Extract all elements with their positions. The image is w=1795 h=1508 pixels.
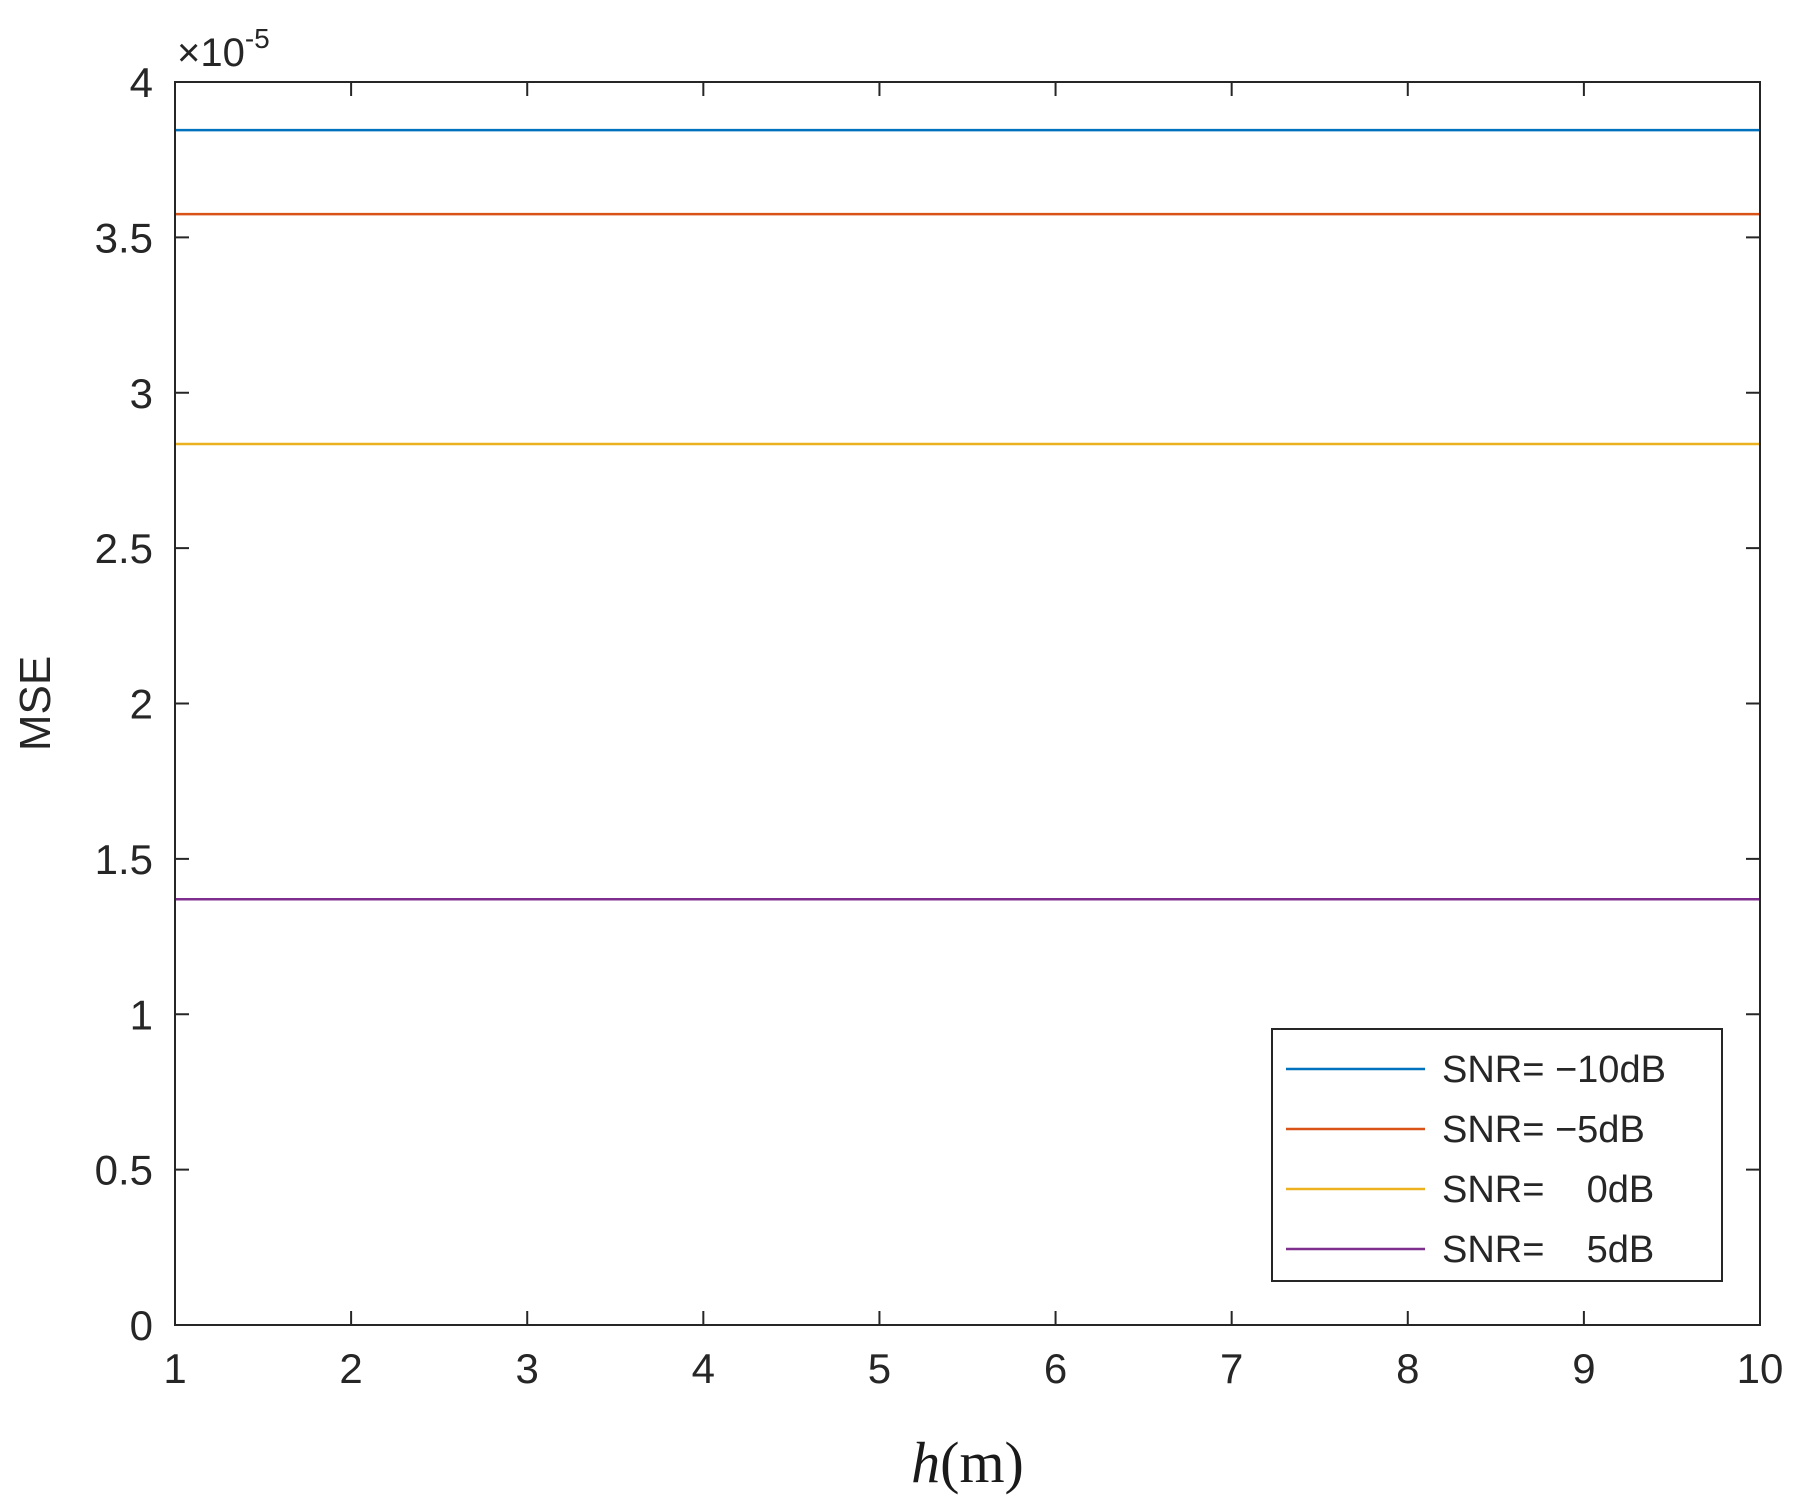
legend: SNR= −10dB SNR= −5dB SNR= 0dB SNR= 5dB (1271, 1028, 1723, 1282)
x-tick-label: 7 (1220, 1345, 1243, 1392)
x-tick-label: 10 (1737, 1345, 1784, 1392)
x-axis-title: h(m) (911, 1430, 1024, 1495)
tick-layer: 1 2 3 4 5 6 7 8 9 10 0 0.5 1 1.5 2 2.5 3 3.5 4 (95, 59, 1784, 1392)
x-axis-variable: h (911, 1430, 940, 1495)
x-tick-label: 5 (868, 1345, 891, 1392)
x-tick-label: 3 (516, 1345, 539, 1392)
legend-label-0: SNR= −10dB (1442, 1049, 1666, 1091)
y-axis-exponent: ×10-5 (177, 23, 270, 75)
y-exponent-power: -5 (245, 23, 270, 54)
legend-box (1271, 1028, 1723, 1282)
y-tick-label: 3.5 (95, 214, 153, 261)
y-tick-label: 1 (130, 991, 153, 1038)
y-tick-label: 2.5 (95, 525, 153, 572)
x-tick-label: 8 (1396, 1345, 1419, 1392)
y-tick-label: 4 (130, 59, 153, 106)
x-tick-label: 1 (163, 1345, 186, 1392)
y-tick-label: 0 (130, 1302, 153, 1349)
series-layer (175, 128, 1760, 901)
x-tick-label: 6 (1044, 1345, 1067, 1392)
x-tick-label: 9 (1572, 1345, 1595, 1392)
y-axis-title: MSE (11, 656, 60, 751)
x-axis-unit: (m) (940, 1430, 1024, 1495)
x-tick-label: 4 (692, 1345, 715, 1392)
legend-label-3: SNR= 5dB (1442, 1229, 1654, 1271)
y-tick-label: 1.5 (95, 836, 153, 883)
y-exponent-prefix: ×10 (177, 31, 245, 75)
y-tick-label: 3 (130, 370, 153, 417)
legend-label-2: SNR= 0dB (1442, 1169, 1654, 1211)
legend-label-1: SNR= −5dB (1442, 1109, 1645, 1151)
y-tick-label: 2 (130, 681, 153, 728)
y-tick-label: 0.5 (95, 1147, 153, 1194)
x-tick-label: 2 (339, 1345, 362, 1392)
